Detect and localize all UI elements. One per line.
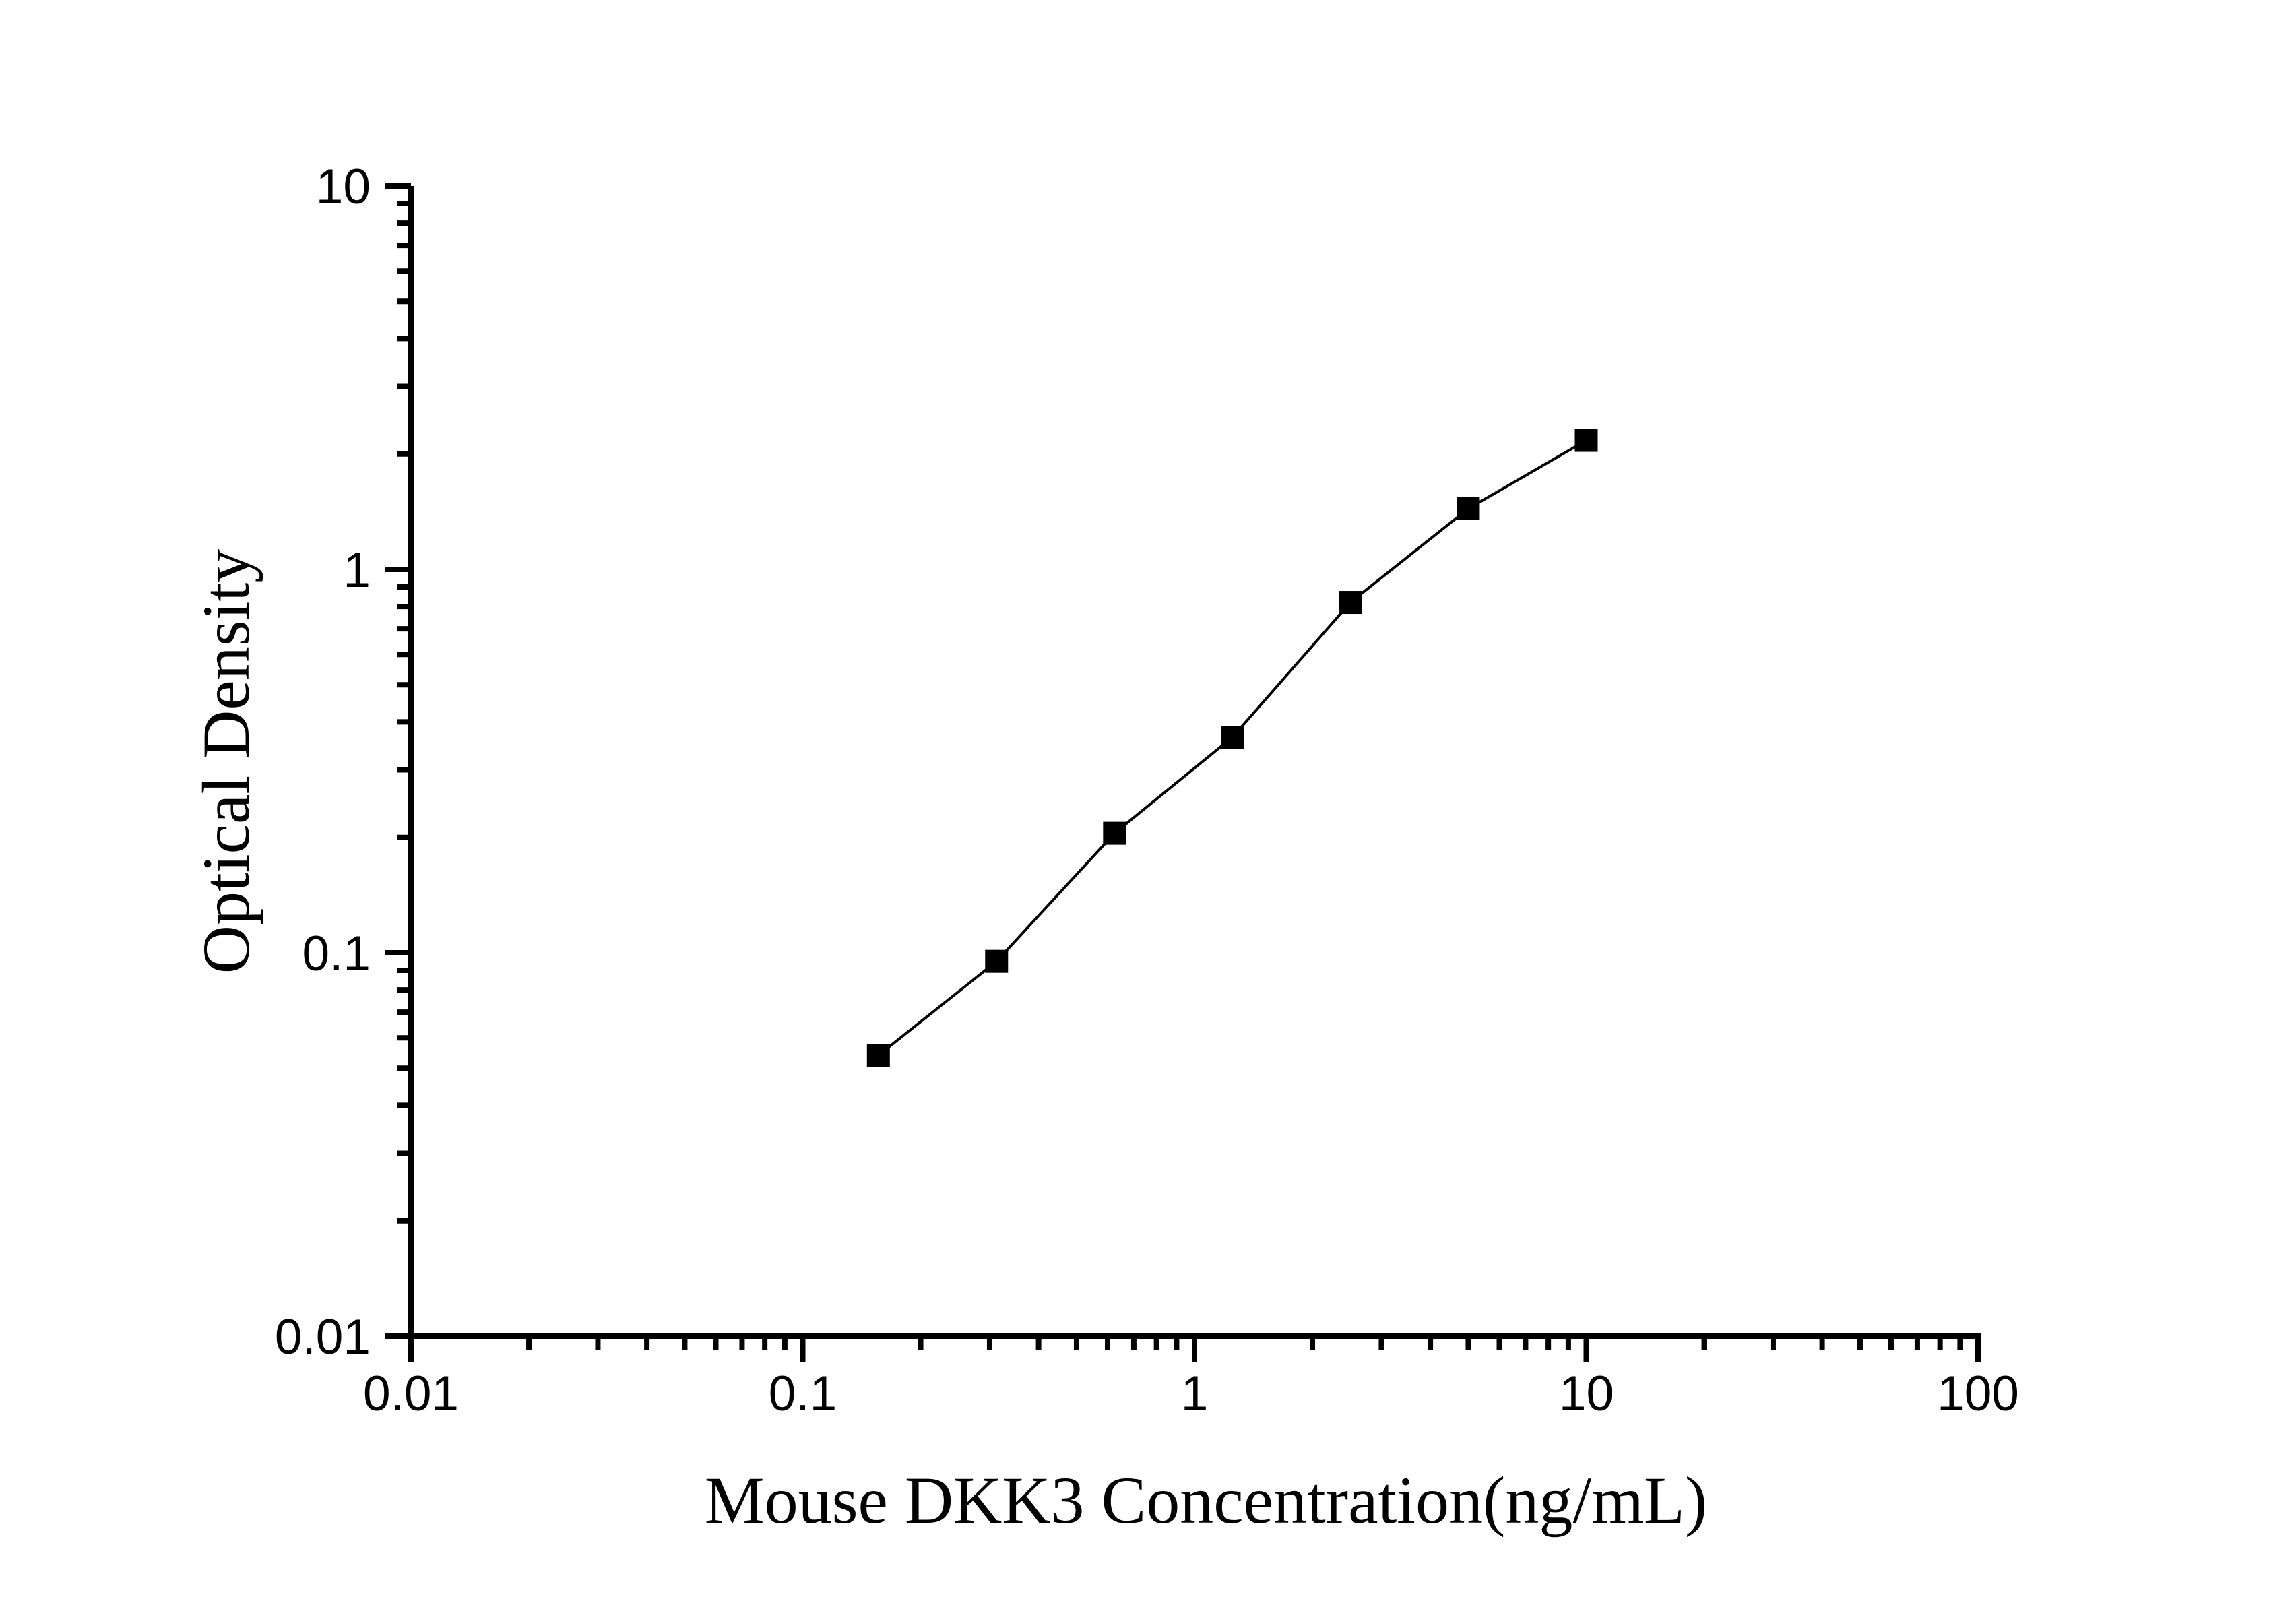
y-tick-labels-group: 0.01 0.1 1 10 [275,160,371,1364]
x-tick-labels-group: 0.01 0.1 1 10 100 [363,1366,2019,1421]
data-point-marker [1574,429,1598,452]
x-tick-label: 100 [1937,1366,2019,1421]
data-point-marker [866,1044,890,1067]
x-axis-title: Mouse DKK3 Concentration(ng/mL) [705,1463,1708,1538]
y-tick-label: 1 [343,543,371,598]
y-axis-title: Optical Density [189,549,263,974]
y-tick-label: 0.01 [275,1310,371,1364]
x-tick-label: 0.01 [363,1366,459,1421]
data-point-marker [985,949,1009,973]
x-tick-label: 10 [1559,1366,1614,1421]
x-tick-label: 1 [1181,1366,1209,1421]
y-tick-label: 0.1 [302,926,371,981]
y-tick-label: 10 [316,160,371,214]
data-point-marker [1103,821,1126,845]
x-major-ticks-group [408,1336,1981,1362]
y-major-ticks-group [385,183,411,1339]
x-tick-label: 0.1 [769,1366,837,1421]
data-point-marker [1221,726,1244,749]
data-point-markers-group [866,429,1598,1067]
data-point-marker [1457,497,1480,520]
data-point-marker [1339,591,1362,615]
